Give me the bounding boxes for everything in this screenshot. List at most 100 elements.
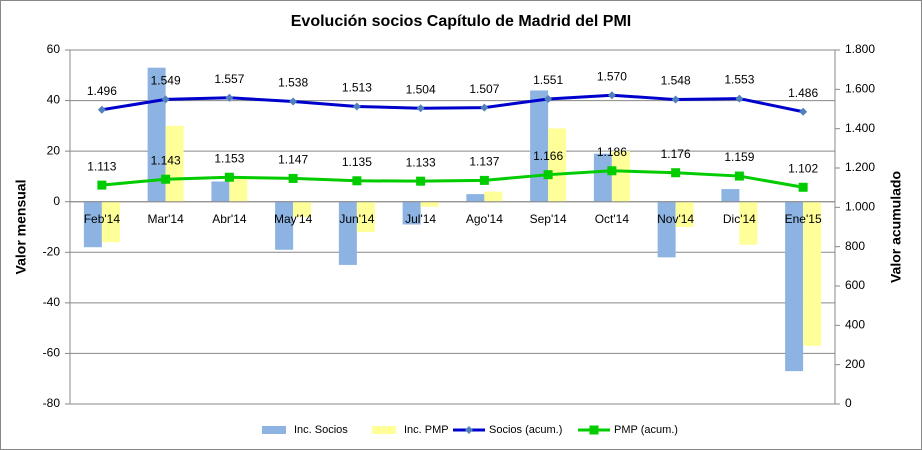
bar (356, 201, 375, 233)
bar (275, 201, 294, 250)
data-label: 1.496 (87, 84, 117, 98)
data-label: 1.548 (661, 74, 691, 88)
line-marker (161, 174, 171, 184)
line-marker (225, 93, 234, 102)
bar (611, 151, 630, 202)
chart-title: Evolución socios Capítulo de Madrid del … (291, 13, 631, 30)
y-tick-label: 20 (47, 143, 61, 157)
line-marker (607, 166, 617, 176)
line-marker (352, 176, 362, 186)
data-label: 1.570 (597, 69, 627, 83)
data-label: 1.176 (661, 147, 691, 161)
data-label: 1.113 (87, 159, 116, 173)
y2-tick-label: 600 (845, 278, 865, 292)
legend-label: Inc. Socios (294, 424, 348, 436)
legend-swatch (262, 426, 286, 434)
line-marker (544, 94, 553, 103)
data-label: 1.133 (406, 155, 436, 169)
line-marker (543, 170, 553, 180)
data-label: 1.137 (469, 155, 499, 169)
legend-marker (589, 425, 599, 435)
legend-label: PMP (acum.) (614, 424, 678, 436)
data-label: 1.507 (469, 82, 499, 96)
bar (484, 191, 503, 202)
bar (229, 176, 248, 202)
y2-tick-label: 0 (845, 396, 852, 410)
bar (657, 201, 676, 258)
x-tick-label: Jun'14 (339, 212, 374, 226)
data-label: 1.147 (278, 153, 308, 167)
x-tick-label: Oct'14 (595, 212, 630, 226)
bar (293, 201, 312, 217)
x-tick-label: Jul'14 (405, 212, 436, 226)
line-marker (161, 95, 170, 104)
y-tick-label: -60 (43, 346, 61, 360)
line-marker (97, 180, 107, 190)
x-tick-label: Dic'14 (723, 212, 756, 226)
bar (101, 201, 120, 243)
bar (785, 201, 804, 372)
bar (420, 201, 439, 207)
x-tick-label: Nov'14 (657, 212, 694, 226)
bar (83, 201, 102, 248)
y-tick-label: 40 (47, 93, 61, 107)
y2-tick-label: 1.400 (845, 121, 875, 135)
bar (211, 181, 230, 202)
bar (721, 189, 740, 202)
y-tick-label: 0 (53, 194, 60, 208)
data-label: 1.486 (788, 86, 818, 100)
y2-tick-label: 1.600 (845, 82, 875, 96)
data-label: 1.551 (533, 73, 563, 87)
line-marker (671, 168, 681, 178)
bar (548, 128, 567, 202)
y-tick-label: 60 (47, 42, 61, 56)
data-label: 1.159 (724, 150, 754, 164)
line-marker (671, 95, 680, 104)
line (101, 93, 804, 114)
x-tick-label: Ene'15 (785, 212, 822, 226)
x-tick-label: Ago'14 (466, 212, 503, 226)
line-marker (735, 94, 744, 103)
data-label: 1.538 (278, 76, 308, 90)
x-tick-label: Feb'14 (84, 212, 121, 226)
y-tick-label: -20 (43, 244, 61, 258)
line (101, 169, 804, 189)
x-tick-label: Sep'14 (530, 212, 567, 226)
y2-tick-label: 1.200 (845, 160, 875, 174)
data-label: 1.553 (724, 73, 754, 87)
data-label: 1.557 (214, 72, 244, 86)
line-marker (289, 97, 298, 106)
data-label: 1.135 (342, 155, 372, 169)
legend-swatch (372, 426, 396, 434)
y-axis-title: Valor mensual (13, 180, 29, 275)
legend-marker (465, 426, 473, 434)
legend-label: Inc. PMP (404, 424, 449, 436)
y-tick-label: -80 (43, 396, 61, 410)
line-marker (97, 105, 106, 114)
data-label: 1.504 (406, 82, 436, 96)
bar (803, 201, 822, 346)
line-marker (479, 175, 489, 185)
data-label: 1.153 (214, 151, 244, 165)
legend-label: Socios (acum.) (489, 424, 562, 436)
y-tick-label: -40 (43, 295, 61, 309)
data-label: 1.143 (151, 153, 181, 167)
y2-tick-label: 400 (845, 318, 865, 332)
line-marker (224, 172, 234, 182)
y2-tick-label: 1.800 (845, 42, 875, 56)
data-label: 1.549 (151, 74, 181, 88)
bar (402, 201, 421, 225)
y2-axis-title: Valor acumulado (888, 171, 904, 283)
bar (675, 201, 694, 227)
bar (739, 201, 758, 245)
data-label: 1.186 (597, 145, 627, 159)
data-label: 1.166 (533, 149, 563, 163)
line-marker (416, 104, 425, 113)
x-tick-label: Mar'14 (147, 212, 184, 226)
y2-tick-label: 1.000 (845, 200, 875, 214)
x-tick-label: May'14 (274, 212, 313, 226)
data-label: 1.102 (788, 161, 818, 175)
y2-tick-label: 800 (845, 239, 865, 253)
line-marker (288, 173, 298, 183)
